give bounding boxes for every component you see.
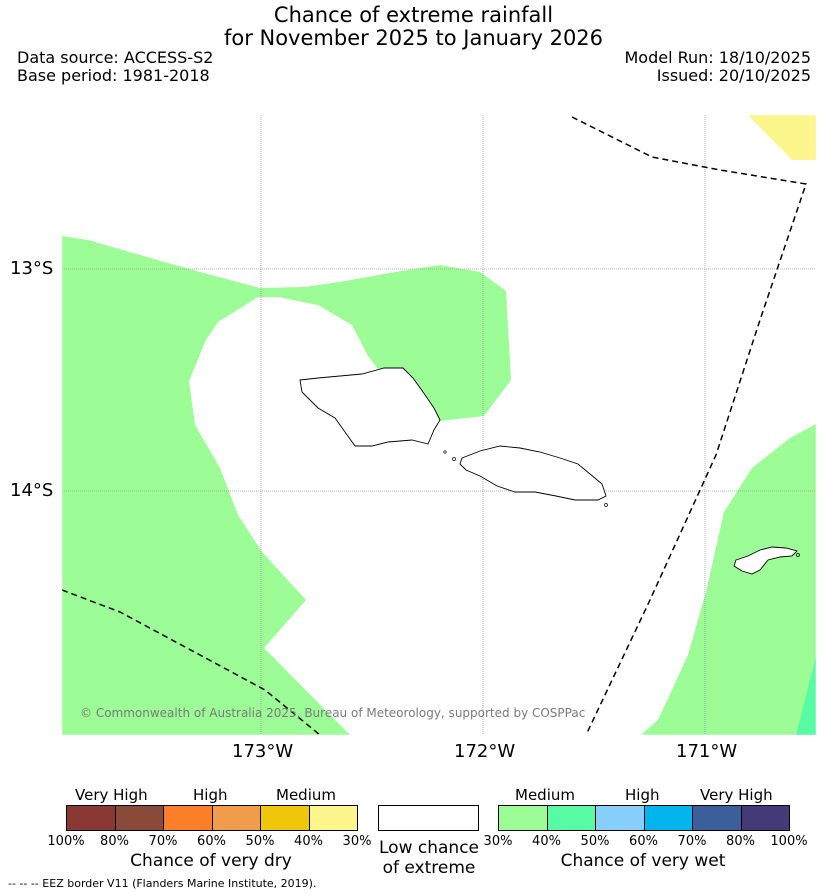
lon-label-173w: 173°W xyxy=(232,741,294,762)
dry-tick-2: 70% xyxy=(148,834,178,849)
lon-label-172w: 172°W xyxy=(454,741,516,762)
data-source: Data source: ACCESS-S2 xyxy=(17,48,214,67)
wet-region-east xyxy=(641,424,816,735)
low-chance-label: Low chance of extreme xyxy=(362,838,496,878)
wet-tick-4: 70% xyxy=(677,834,707,849)
dry-heading-high: High xyxy=(193,786,228,804)
dry-swatch-2 xyxy=(163,805,213,831)
low-chance-swatch xyxy=(378,805,479,831)
wet-region-medium-40 xyxy=(796,656,816,735)
dry-heading-very-high: Very High xyxy=(75,786,148,804)
model-run: Model Run: 18/10/2025 xyxy=(624,48,812,67)
wet-swatch-0 xyxy=(498,805,548,831)
wet-swatch-5 xyxy=(740,805,790,831)
wet-legend-title: Chance of very wet xyxy=(560,851,726,871)
copyright-notice: © Commonwealth of Australia 2025, Bureau… xyxy=(80,706,586,720)
chart-title-line2: for November 2025 to January 2026 xyxy=(223,26,604,50)
low-chance-line1: Low chance xyxy=(379,838,479,858)
lon-label-171w: 171°W xyxy=(676,741,738,762)
dry-swatch-5 xyxy=(308,805,358,831)
wet-region-west xyxy=(62,236,511,735)
islet xyxy=(796,553,800,557)
base-period: Base period: 1981-2018 xyxy=(17,66,210,85)
dry-swatch-1 xyxy=(114,805,164,831)
issued-date: Issued: 20/10/2025 xyxy=(656,66,811,85)
wet-tick-1: 40% xyxy=(532,834,561,849)
islet xyxy=(604,503,608,507)
wet-heading-high: High xyxy=(625,786,660,804)
dry-tick-0: 100% xyxy=(47,834,85,849)
dry-tick-3: 60% xyxy=(197,834,226,849)
eez-footnote: -- -- -- EEZ border V11 (Flanders Marine… xyxy=(8,877,317,890)
wet-heading-very-high: Very High xyxy=(700,786,773,804)
dry-tick-4: 50% xyxy=(245,834,275,849)
lat-label-13s: 13°S xyxy=(10,258,54,279)
dry-region-northeast xyxy=(748,115,816,160)
low-chance-line2: of extreme xyxy=(382,858,476,878)
wet-swatch-3 xyxy=(643,805,693,831)
islet xyxy=(443,450,447,454)
eez-border xyxy=(62,116,807,735)
wet-tick-0: 30% xyxy=(483,834,513,849)
wet-tick-3: 60% xyxy=(629,834,658,849)
island-savaii xyxy=(299,367,441,447)
dry-heading-medium: Medium xyxy=(276,786,336,804)
dry-swatch-0 xyxy=(66,805,116,831)
islet xyxy=(452,457,456,461)
dry-tick-5: 40% xyxy=(294,834,323,849)
dry-swatch-4 xyxy=(260,805,310,831)
lat-label-14s: 14°S xyxy=(10,480,54,501)
wet-tick-2: 50% xyxy=(580,834,610,849)
island-upolu xyxy=(459,445,607,501)
dry-swatch-3 xyxy=(211,805,261,831)
chart-title-line1: Chance of extreme rainfall xyxy=(273,3,554,27)
wet-swatch-2 xyxy=(595,805,645,831)
wet-tick-5: 80% xyxy=(726,834,755,849)
dry-legend-title: Chance of very dry xyxy=(130,851,292,871)
dry-tick-6: 30% xyxy=(342,834,372,849)
graticule xyxy=(62,115,816,735)
wet-swatch-1 xyxy=(546,805,596,831)
dry-tick-1: 80% xyxy=(100,834,129,849)
island-tutuila xyxy=(733,546,798,575)
wet-swatch-4 xyxy=(692,805,742,831)
wet-tick-6: 100% xyxy=(770,834,808,849)
wet-heading-medium: Medium xyxy=(515,786,575,804)
